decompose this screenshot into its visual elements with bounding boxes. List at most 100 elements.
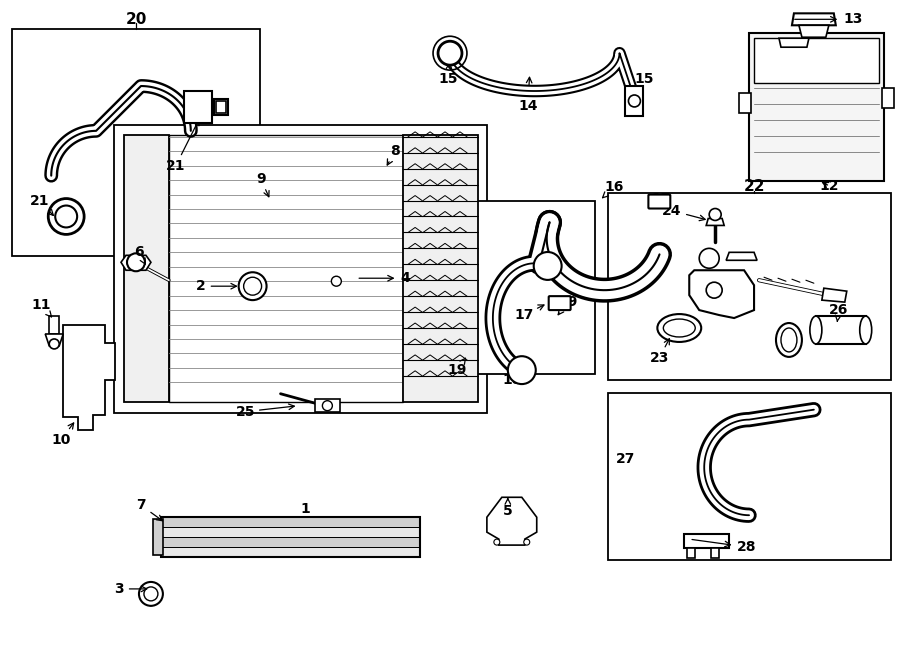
- Bar: [608, 192, 891, 380]
- Text: 17: 17: [514, 305, 544, 322]
- Polygon shape: [792, 13, 836, 25]
- Text: 19: 19: [558, 295, 577, 315]
- Polygon shape: [121, 255, 151, 270]
- Polygon shape: [726, 253, 757, 260]
- Circle shape: [709, 208, 721, 221]
- Bar: [161, 517, 420, 557]
- Ellipse shape: [657, 314, 701, 342]
- Bar: [13, 29, 259, 256]
- Bar: [114, 125, 487, 412]
- Circle shape: [127, 253, 145, 271]
- Polygon shape: [268, 139, 295, 166]
- Bar: [161, 527, 420, 537]
- Text: 9: 9: [256, 172, 269, 197]
- Bar: [684, 534, 729, 548]
- Text: 15: 15: [634, 72, 654, 93]
- Ellipse shape: [663, 319, 695, 337]
- Text: 10: 10: [51, 423, 74, 447]
- Ellipse shape: [860, 316, 872, 344]
- Circle shape: [55, 206, 77, 227]
- Text: 16: 16: [602, 180, 625, 198]
- FancyBboxPatch shape: [549, 296, 571, 310]
- Text: 3: 3: [114, 582, 147, 596]
- Bar: [754, 38, 878, 83]
- Text: 28: 28: [692, 539, 757, 554]
- Polygon shape: [45, 334, 63, 346]
- Text: 11: 11: [32, 298, 51, 317]
- Bar: [688, 548, 695, 558]
- Bar: [184, 91, 212, 123]
- Bar: [124, 135, 169, 402]
- Text: 14: 14: [518, 77, 537, 113]
- Text: 22: 22: [743, 179, 765, 194]
- Circle shape: [438, 41, 462, 65]
- Bar: [169, 135, 403, 402]
- Circle shape: [706, 282, 722, 298]
- Text: 24: 24: [662, 204, 706, 221]
- Bar: [749, 33, 884, 180]
- Text: 25: 25: [236, 404, 294, 418]
- Polygon shape: [63, 325, 115, 430]
- Circle shape: [139, 582, 163, 606]
- Text: 12: 12: [819, 178, 839, 192]
- Bar: [161, 517, 420, 527]
- Text: 27: 27: [616, 453, 635, 467]
- Polygon shape: [689, 270, 754, 318]
- Bar: [403, 135, 478, 402]
- Bar: [739, 93, 752, 113]
- Polygon shape: [487, 497, 536, 545]
- Bar: [161, 547, 420, 557]
- Bar: [626, 86, 644, 116]
- Text: 26: 26: [829, 303, 849, 321]
- Polygon shape: [319, 266, 370, 304]
- Polygon shape: [455, 245, 475, 268]
- Bar: [213, 99, 228, 115]
- Text: 4: 4: [359, 271, 410, 285]
- Text: 23: 23: [650, 338, 670, 365]
- Bar: [273, 206, 281, 221]
- Polygon shape: [50, 316, 59, 334]
- Bar: [608, 393, 891, 560]
- Circle shape: [331, 276, 341, 286]
- Bar: [816, 316, 866, 344]
- FancyBboxPatch shape: [648, 194, 670, 208]
- Polygon shape: [822, 288, 847, 302]
- Polygon shape: [263, 182, 291, 206]
- Polygon shape: [779, 38, 809, 47]
- Text: 5: 5: [503, 498, 513, 518]
- Polygon shape: [315, 399, 340, 412]
- Text: 21: 21: [30, 194, 53, 215]
- Text: 8: 8: [387, 143, 400, 165]
- Ellipse shape: [776, 323, 802, 357]
- Ellipse shape: [781, 328, 797, 352]
- Text: 18: 18: [502, 373, 522, 387]
- Polygon shape: [799, 25, 829, 37]
- Text: 20: 20: [125, 12, 147, 27]
- Bar: [161, 537, 420, 547]
- Circle shape: [628, 95, 641, 107]
- Text: 21: 21: [166, 120, 199, 173]
- Text: 2: 2: [196, 279, 237, 293]
- Circle shape: [144, 587, 158, 601]
- Text: 17: 17: [652, 192, 671, 208]
- Bar: [882, 88, 894, 108]
- Circle shape: [524, 539, 530, 545]
- Bar: [153, 519, 163, 555]
- Circle shape: [238, 272, 266, 300]
- Bar: [247, 292, 258, 302]
- Circle shape: [244, 277, 262, 295]
- Circle shape: [49, 198, 84, 235]
- Circle shape: [494, 539, 500, 545]
- Text: 13: 13: [795, 13, 862, 26]
- Bar: [216, 101, 226, 113]
- Text: 7: 7: [136, 498, 163, 521]
- Circle shape: [322, 401, 332, 410]
- Text: 1: 1: [301, 502, 310, 516]
- Text: 19: 19: [447, 358, 467, 377]
- Text: 6: 6: [134, 245, 145, 264]
- Ellipse shape: [810, 316, 822, 344]
- Bar: [428, 200, 595, 374]
- Circle shape: [534, 252, 562, 280]
- Polygon shape: [706, 219, 724, 225]
- Text: 15: 15: [438, 63, 458, 86]
